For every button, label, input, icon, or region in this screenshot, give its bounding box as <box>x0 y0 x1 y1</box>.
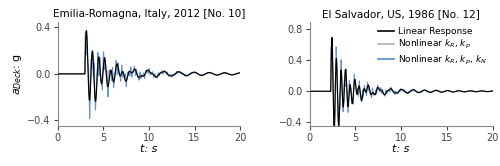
X-axis label: t: s: t: s <box>140 144 158 155</box>
X-axis label: t: s: t: s <box>392 144 410 155</box>
Title: Emilia-Romagna, Italy, 2012 [No. 10]: Emilia-Romagna, Italy, 2012 [No. 10] <box>52 9 245 19</box>
Y-axis label: $\it{a}_{Deck}$: g: $\it{a}_{Deck}$: g <box>12 53 24 95</box>
Title: El Salvador, US, 1986 [No. 12]: El Salvador, US, 1986 [No. 12] <box>322 9 480 19</box>
Legend: Linear Response, Nonlinear $k_R$, $k_p$, Nonlinear $k_R$, $k_p$, $k_N$: Linear Response, Nonlinear $k_R$, $k_p$,… <box>376 26 488 68</box>
